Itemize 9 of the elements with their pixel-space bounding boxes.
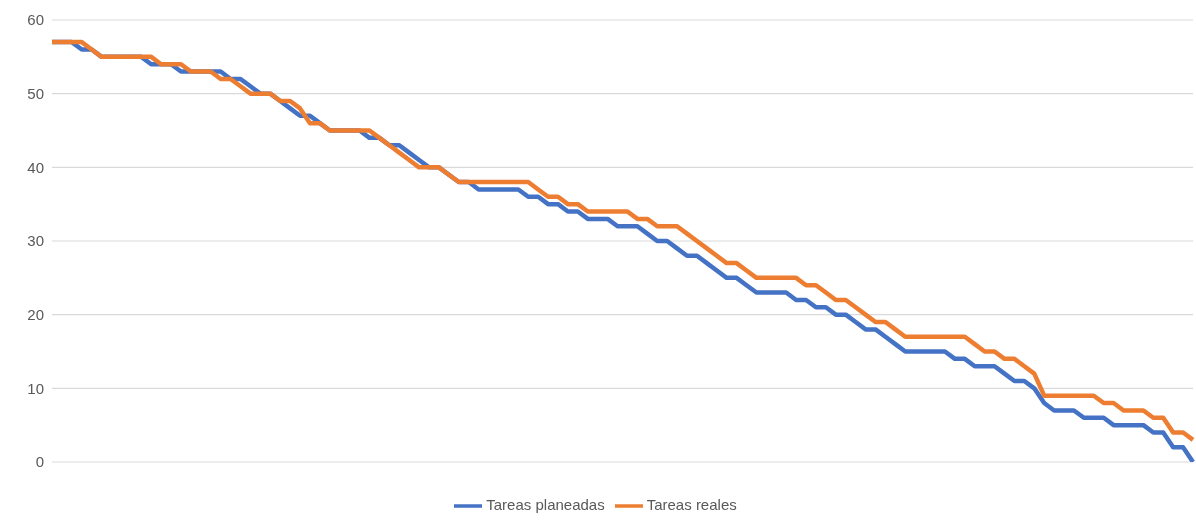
y-tick-label: 20 xyxy=(27,305,44,323)
legend-label: Tareas planeadas xyxy=(486,495,605,513)
legend-label: Tareas reales xyxy=(646,495,737,513)
y-tick-label: 40 xyxy=(27,158,44,176)
y-tick-label: 30 xyxy=(27,232,44,250)
y-tick-label: 0 xyxy=(35,453,44,471)
y-tick-label: 10 xyxy=(27,379,44,397)
y-tick-label: 50 xyxy=(27,84,44,102)
y-tick-label: 60 xyxy=(27,11,44,29)
